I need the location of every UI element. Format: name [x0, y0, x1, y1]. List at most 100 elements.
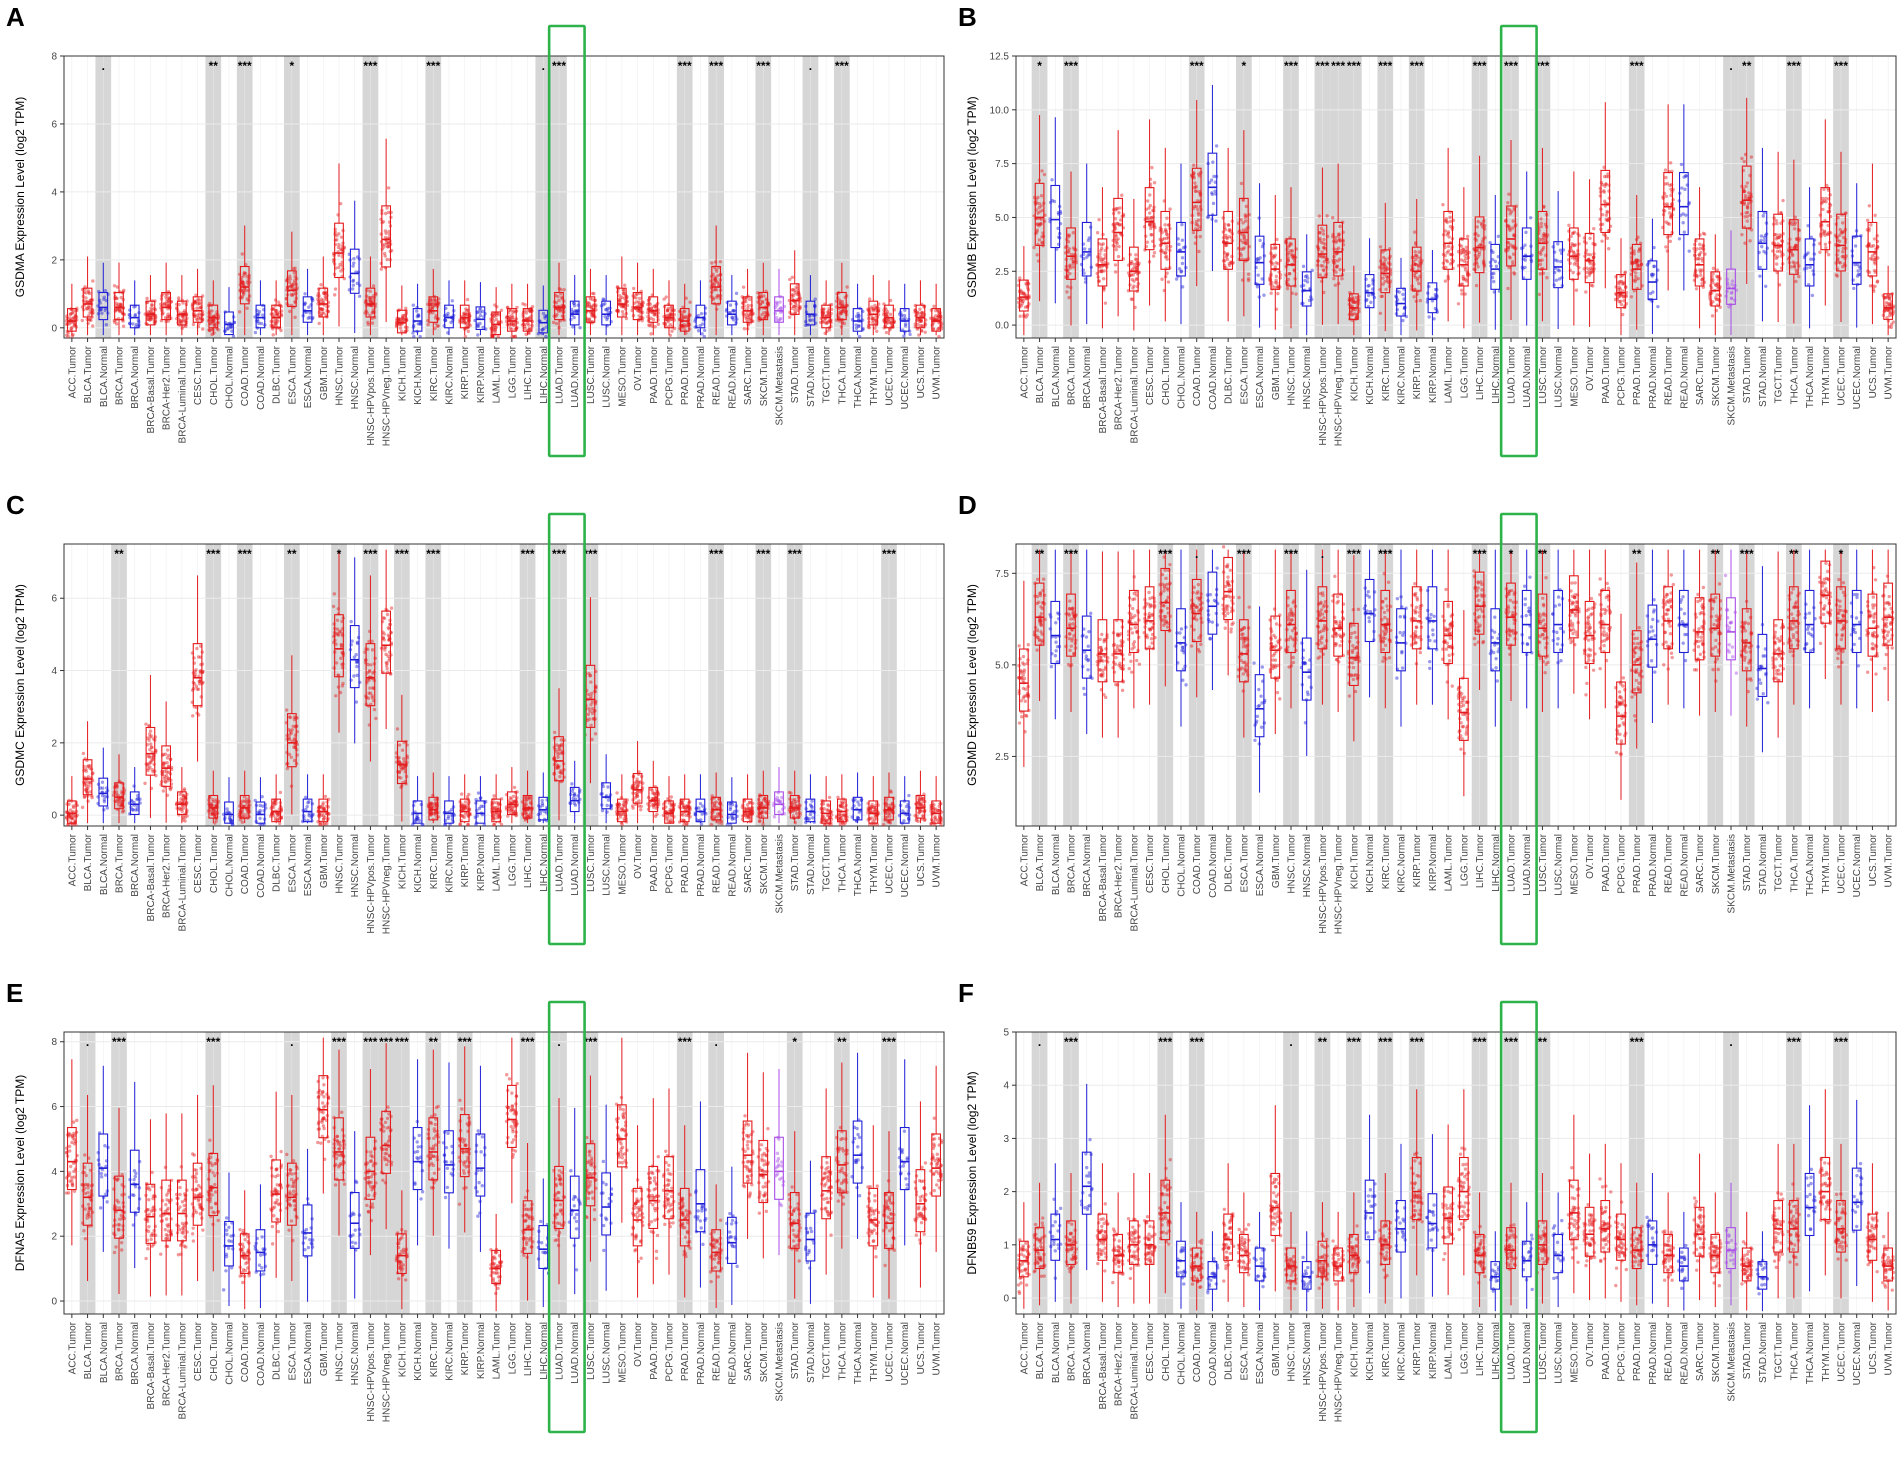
data-point [66, 331, 70, 335]
data-point [1244, 227, 1249, 231]
data-point [715, 307, 719, 311]
data-point [1774, 232, 1779, 237]
data-point [1291, 255, 1296, 259]
data-point [230, 329, 234, 333]
category-ucs.tumor [1865, 163, 1880, 325]
data-point [795, 292, 799, 297]
data-point [1274, 261, 1278, 265]
category-luad.normal [569, 275, 582, 336]
data-point [229, 325, 233, 330]
category-cesc.tumor [190, 268, 205, 336]
data-point [621, 304, 625, 308]
box [1678, 172, 1689, 236]
data-point [1716, 275, 1720, 279]
data-point [557, 298, 561, 303]
data-point [1192, 204, 1197, 209]
data-point [1749, 155, 1754, 159]
significance-label: *** [835, 59, 849, 73]
data-point [1509, 210, 1514, 214]
data-point [1700, 277, 1704, 282]
data-point [1336, 246, 1341, 250]
data-point [339, 201, 343, 206]
data-point [1065, 284, 1070, 289]
data-point [1715, 293, 1719, 297]
category-lusc.normal [1551, 191, 1566, 330]
data-point [778, 300, 782, 304]
data-point [475, 322, 480, 326]
data-point [936, 308, 940, 312]
box [899, 308, 910, 332]
data-point [632, 286, 636, 291]
data-point [181, 301, 185, 305]
panel-a: A . ** *** * *** ***. *** *** *** ***. *** 0 2 4 6 8 GSD… [0, 0, 952, 488]
data-point [681, 315, 685, 320]
box [1223, 210, 1234, 270]
data-point [1032, 245, 1036, 250]
data-point [794, 303, 798, 307]
data-point [243, 271, 248, 276]
data-point [937, 321, 941, 325]
data-point [1460, 282, 1465, 286]
data-point [339, 247, 343, 251]
data-point [1382, 260, 1387, 264]
data-point [117, 302, 121, 307]
significance-label: . [102, 59, 105, 73]
data-point [148, 315, 153, 320]
data-point [1775, 249, 1780, 254]
data-point [1117, 211, 1121, 215]
data-point [1759, 234, 1764, 238]
data-point [1303, 278, 1307, 283]
data-point [1211, 160, 1215, 164]
data-point [386, 241, 390, 246]
data-point [496, 334, 500, 339]
data-point [86, 305, 91, 309]
data-point [920, 310, 925, 315]
data-point [288, 284, 293, 288]
data-point [383, 242, 387, 247]
data-point [1035, 222, 1039, 226]
data-point [1792, 265, 1796, 269]
box [98, 291, 109, 321]
data-point [845, 285, 849, 289]
data-point [762, 316, 767, 320]
data-point [275, 318, 279, 322]
data-point [822, 310, 826, 314]
data-point [559, 287, 563, 292]
data-point [730, 315, 734, 320]
data-point [193, 301, 197, 305]
data-point [1762, 238, 1767, 243]
data-point [87, 307, 92, 311]
data-point [1040, 235, 1044, 239]
data-point [683, 316, 688, 320]
data-point [572, 301, 576, 306]
data-point [1545, 275, 1549, 280]
data-point [1037, 201, 1042, 206]
data-point [1711, 278, 1715, 282]
data-point [385, 206, 389, 210]
data-point [680, 312, 684, 316]
data-point [1416, 276, 1420, 280]
data-point [118, 307, 122, 311]
data-point [617, 299, 621, 303]
data-point [1318, 254, 1322, 258]
data-point [1071, 259, 1076, 264]
data-point [1714, 297, 1719, 302]
data-point [937, 313, 941, 318]
category-brca.tumor [1063, 171, 1078, 326]
category-thym.tumor [866, 275, 881, 336]
data-point [856, 311, 860, 316]
category-dlbc.tumor [269, 280, 284, 337]
data-point [1762, 235, 1767, 240]
data-point [1230, 254, 1234, 259]
data-point [1745, 205, 1750, 210]
data-point [351, 283, 356, 287]
data-point [90, 324, 95, 328]
data-point [196, 315, 201, 320]
data-point [653, 304, 657, 308]
data-point [1262, 293, 1266, 297]
x-tick-label: COAD.Normal [256, 346, 267, 410]
data-point [1872, 252, 1877, 256]
data-point [319, 307, 324, 312]
data-point [587, 317, 592, 321]
category-lusc.tumor [583, 268, 598, 336]
